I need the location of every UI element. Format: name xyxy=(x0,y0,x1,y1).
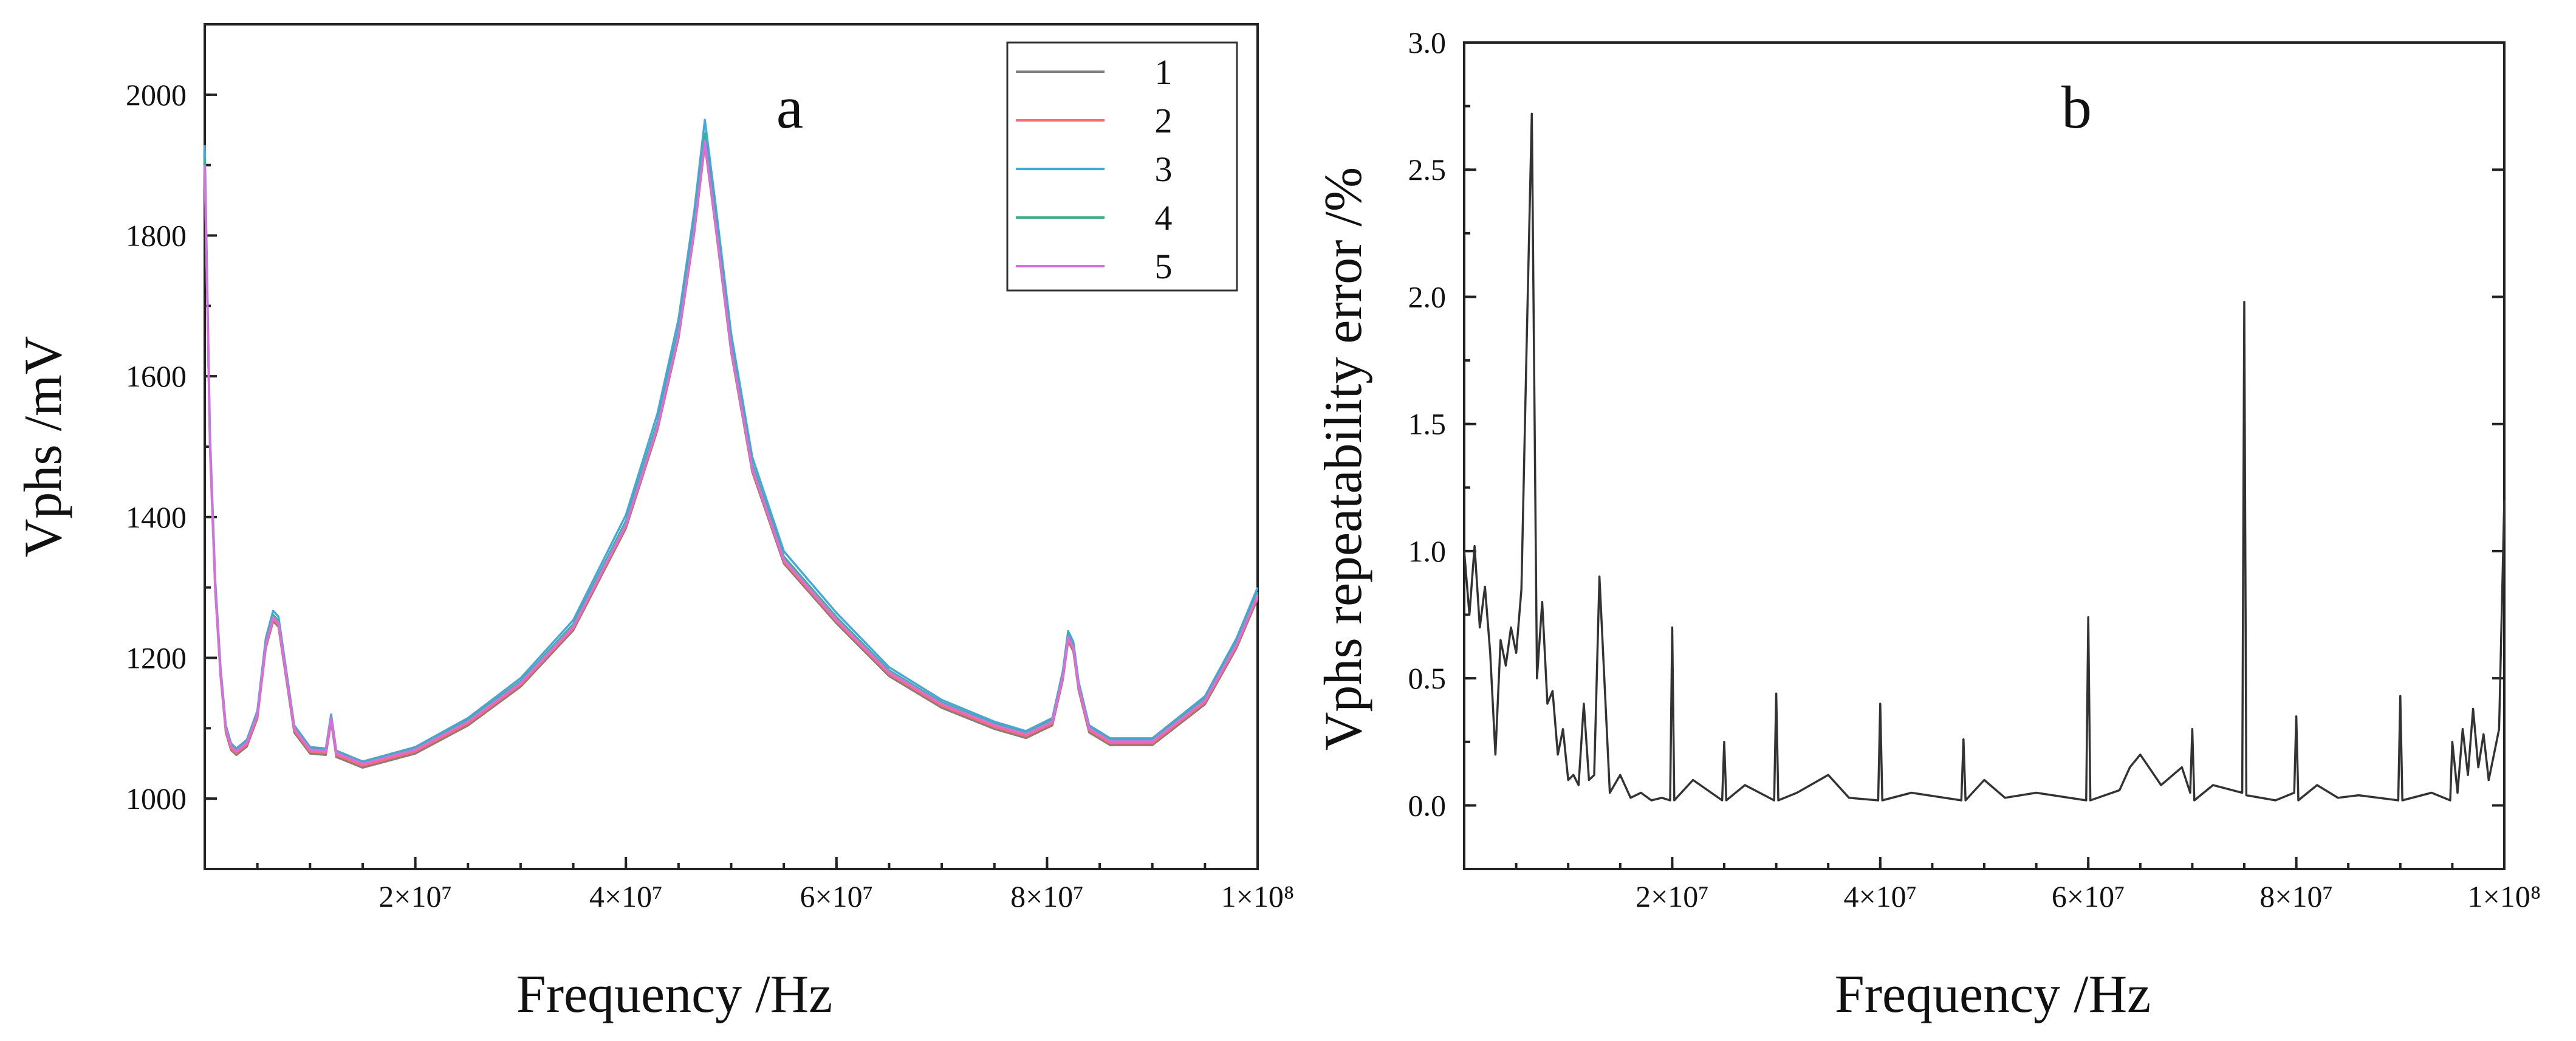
panel-b-y-tick-label: 2.0 xyxy=(1408,280,1447,314)
panel-a-series-5-line xyxy=(204,139,1259,765)
panel-a-legend-label-4: 4 xyxy=(1155,198,1173,238)
panel-b-y-axis-title: Vphs repeatability error /% xyxy=(1314,167,1373,751)
panel-b-x-axis-title: Frequency /Hz xyxy=(1835,965,2151,1024)
panel-b-label: b xyxy=(2061,74,2092,141)
panel-b-ticks: 2×10⁷ 4×10⁷ 6×10⁷ 8×10⁷ 1×10⁸ 0.0 0.5 1.0 1.5 2.0… xyxy=(1408,26,2541,913)
panel-b-x-tick-label: 4×10⁷ xyxy=(1843,879,1917,913)
panel-a-x-tick-label: 2×10⁷ xyxy=(379,879,452,913)
panel-a-legend-label-1: 1 xyxy=(1155,52,1173,92)
panel-a-x-tick-label: 8×10⁷ xyxy=(1010,879,1084,913)
panel-a-y-tick-label: 1400 xyxy=(126,500,187,534)
panel-b-y-tick-label: 0.0 xyxy=(1408,788,1447,822)
panel-a-x-tick-label: 1×10⁸ xyxy=(1221,879,1295,913)
panel-b-y-tick-label: 2.5 xyxy=(1408,153,1447,187)
panel-a-ticks: 2×10⁷ 4×10⁷ 6×10⁷ 8×10⁷ 1×10⁸ 1000 1200 1400 160… xyxy=(126,23,1295,913)
panel-a-legend-box xyxy=(1006,41,1238,292)
panel-a-y-tick-label: 1600 xyxy=(126,359,187,393)
panel-b-x-tick-label: 8×10⁷ xyxy=(2259,879,2333,913)
panel-a-x-tick-label: 4×10⁷ xyxy=(589,879,663,913)
panel-b-series-group xyxy=(1463,112,2506,802)
panel-b-plot-frame xyxy=(1463,41,2506,870)
panel-a-x-tick-label: 6×10⁷ xyxy=(800,879,873,913)
panel-b-x-tick-label: 1×10⁸ xyxy=(2468,879,2541,913)
panel-a-legend-label-5: 5 xyxy=(1155,247,1173,286)
panel-a-label: a xyxy=(776,74,803,141)
panel-a-y-axis-title: Vphs /mV xyxy=(14,336,73,557)
panel-a-legend: 1 2 3 4 5 xyxy=(1006,41,1238,292)
panel-a-y-tick-label: 1200 xyxy=(126,641,187,675)
panel-a-x-axis-title: Frequency /Hz xyxy=(516,965,832,1024)
panel-b-y-tick-label: 1.0 xyxy=(1408,534,1447,568)
panel-a-series-group xyxy=(204,119,1259,769)
panel-b-y-tick-label: 0.5 xyxy=(1408,661,1447,695)
panel-b-x-tick-label: 2×10⁷ xyxy=(1636,879,1709,913)
panel-b-chart: 2×10⁷ 4×10⁷ 6×10⁷ 8×10⁷ 1×10⁸ 0.0 0.5 1.0 1.5 2.0… xyxy=(1314,26,2541,1024)
panel-b-series-error-line xyxy=(1463,112,2506,802)
panel-b-y-tick-label: 3.0 xyxy=(1408,26,1447,60)
panel-a-y-tick-label: 1800 xyxy=(126,219,187,253)
panel-a-y-tick-label: 1000 xyxy=(126,782,187,816)
panel-b-y-tick-label: 1.5 xyxy=(1408,407,1447,441)
panel-a-y-tick-label: 2000 xyxy=(126,78,187,112)
panel-a-legend-label-3: 3 xyxy=(1155,149,1173,189)
panel-a-chart: 2×10⁷ 4×10⁷ 6×10⁷ 8×10⁷ 1×10⁸ 1000 1200 1400 160… xyxy=(14,23,1295,1024)
panel-b-x-tick-label: 6×10⁷ xyxy=(2052,879,2125,913)
panel-a-legend-label-2: 2 xyxy=(1155,101,1173,140)
